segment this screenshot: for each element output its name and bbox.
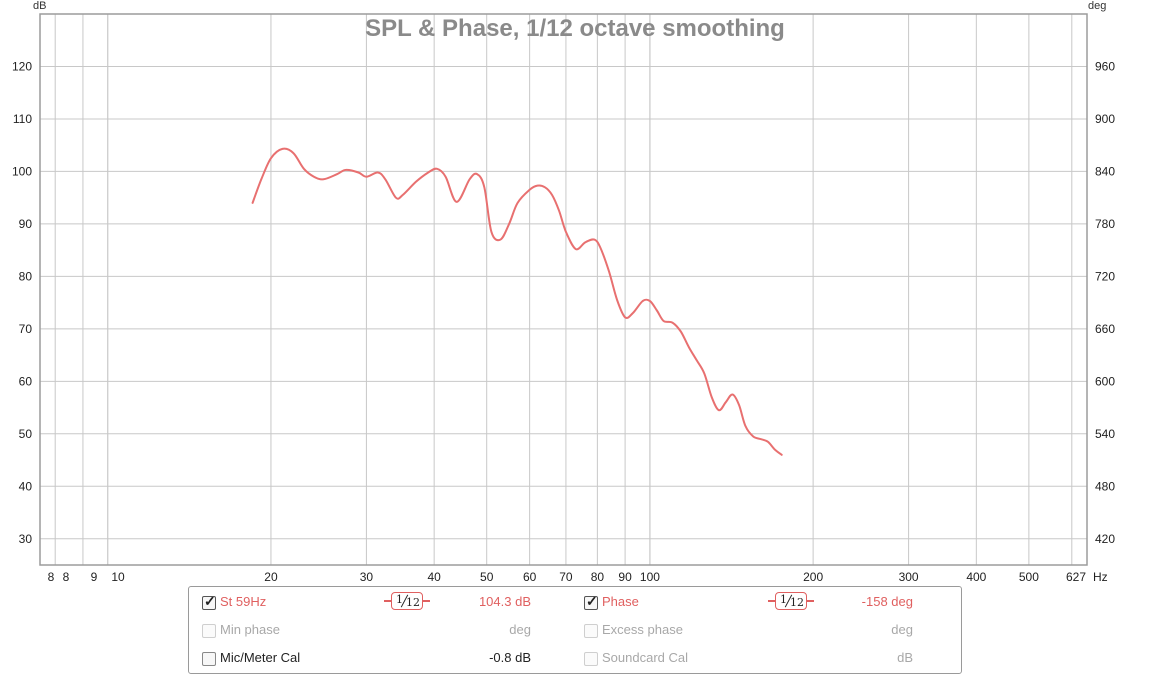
smoothing-fraction-box: 1 12 <box>775 592 807 610</box>
spl-trace-checkbox[interactable] <box>202 593 216 610</box>
y-right-tick-label: 660 <box>1095 322 1115 336</box>
x-unit: Hz <box>1093 570 1108 584</box>
y-right-tick-label: 840 <box>1095 164 1115 178</box>
y-right-tick-label: 960 <box>1095 59 1115 73</box>
y-right-tick-label: 720 <box>1095 269 1115 283</box>
x-tick-label: 50 <box>480 570 494 584</box>
smoothing-tick-left <box>384 600 391 602</box>
x-tick-label: 60 <box>523 570 537 584</box>
y-left-tick-label: 60 <box>19 374 33 388</box>
phase-value: -158 deg <box>861 594 913 609</box>
min-phase-label: Min phase <box>220 622 280 637</box>
legend-row-min-phase: Min phase deg Excess phase deg <box>189 618 961 644</box>
smoothing-numerator: 1 <box>396 593 403 606</box>
min-phase-checkbox[interactable] <box>202 624 216 638</box>
excess-phase-label: Excess phase <box>602 622 683 637</box>
x-tick-label: 10 <box>111 570 125 584</box>
smoothing-denominator: 12 <box>406 596 420 609</box>
soundcard-cal-label: Soundcard Cal <box>602 650 688 665</box>
soundcard-cal-checkbox[interactable] <box>584 652 598 666</box>
x-tick-label: 8 <box>63 570 70 584</box>
y-right-tick-labels: 420 480 540 600 660 720 780 840 900 960 <box>1095 59 1115 545</box>
y-right-tick-label: 600 <box>1095 374 1115 388</box>
y-left-tick-label: 80 <box>19 269 33 283</box>
y-left-tick-label: 120 <box>12 59 32 73</box>
chart-title: SPL & Phase, 1/12 octave smoothing <box>365 15 785 42</box>
x-tick-label: 70 <box>559 570 573 584</box>
smoothing-tick-right <box>423 600 430 602</box>
x-tick-label: 40 <box>427 570 441 584</box>
x-tick-label: 90 <box>618 570 632 584</box>
y-left-unit: dB <box>33 0 46 12</box>
min-phase-value: deg <box>509 622 531 637</box>
smoothing-numerator: 1 <box>780 593 787 606</box>
soundcard-cal-value: dB <box>897 650 913 665</box>
spl-value: 104.3 dB <box>478 594 531 609</box>
legend-row-cal: Mic/Meter Cal -0.8 dB Soundcard Cal dB <box>189 646 961 672</box>
y-left-tick-label: 90 <box>19 217 33 231</box>
mic-meter-cal-label: Mic/Meter Cal <box>220 650 301 665</box>
x-tick-label: 500 <box>1019 570 1039 584</box>
mic-meter-cal-value: -0.8 dB <box>489 650 531 665</box>
plot-frame <box>39 13 1088 566</box>
mic-meter-cal-checkbox[interactable] <box>202 652 216 666</box>
y-left-tick-label: 30 <box>19 532 33 546</box>
x-tick-label: 30 <box>360 570 374 584</box>
x-tick-labels: 8 8 9 10 20 30 40 50 60 70 80 90 100 200 300 400 500 627 <box>48 570 1087 584</box>
y-left-tick-label: 110 <box>13 112 32 126</box>
y-left-tick-label: 70 <box>19 322 33 336</box>
y-left-tick-label: 40 <box>19 479 33 493</box>
smoothing-tick-left <box>768 600 775 602</box>
x-tick-label: 400 <box>966 570 986 584</box>
excess-phase-value: deg <box>891 622 913 637</box>
smoothing-fraction-box: 1 12 <box>391 592 423 610</box>
y-right-tick-label: 540 <box>1095 427 1115 441</box>
horizontal-grid <box>40 65 1087 540</box>
y-left-tick-label: 100 <box>12 164 32 178</box>
smoothing-denominator: 12 <box>790 596 804 609</box>
x-tick-label: 200 <box>803 570 823 584</box>
y-right-tick-label: 480 <box>1095 479 1115 493</box>
y-left-tick-labels: 30 40 50 60 70 80 90 100 110 120 <box>12 59 32 545</box>
series-line-spl <box>251 147 783 456</box>
x-tick-label: 20 <box>264 570 278 584</box>
spl-trace-label: St 59Hz <box>220 594 267 609</box>
y-right-unit: deg <box>1088 0 1106 12</box>
phase-trace-checkbox[interactable] <box>584 593 598 610</box>
smoothing-tick-right <box>807 600 814 602</box>
vertical-grid <box>54 14 1073 565</box>
x-tick-label: 100 <box>640 570 660 584</box>
y-right-tick-label: 900 <box>1095 112 1115 126</box>
y-right-tick-label: 420 <box>1095 532 1115 546</box>
x-tick-label: 9 <box>91 570 98 584</box>
phase-trace-label: Phase <box>602 594 639 609</box>
x-tick-label: 80 <box>591 570 605 584</box>
x-tick-label: 627 <box>1066 570 1086 584</box>
spl-phase-chart: 8 8 9 10 20 30 40 50 60 70 80 90 100 200 300 400 500 627 … <box>12 0 1115 584</box>
y-left-tick-label: 50 <box>19 427 33 441</box>
x-tick-label: 8 <box>48 570 55 584</box>
phase-smoothing-control[interactable]: 1 12 <box>768 592 814 610</box>
legend-row-spl: St 59Hz 1 12 104.3 dB Phase 1 12 -158 de… <box>189 590 961 616</box>
legend-panel: St 59Hz 1 12 104.3 dB Phase 1 12 -158 de… <box>188 586 962 674</box>
y-right-tick-label: 780 <box>1095 217 1115 231</box>
series-layer <box>251 147 783 456</box>
excess-phase-checkbox[interactable] <box>584 624 598 638</box>
spl-smoothing-control[interactable]: 1 12 <box>384 592 430 610</box>
x-tick-label: 300 <box>899 570 919 584</box>
